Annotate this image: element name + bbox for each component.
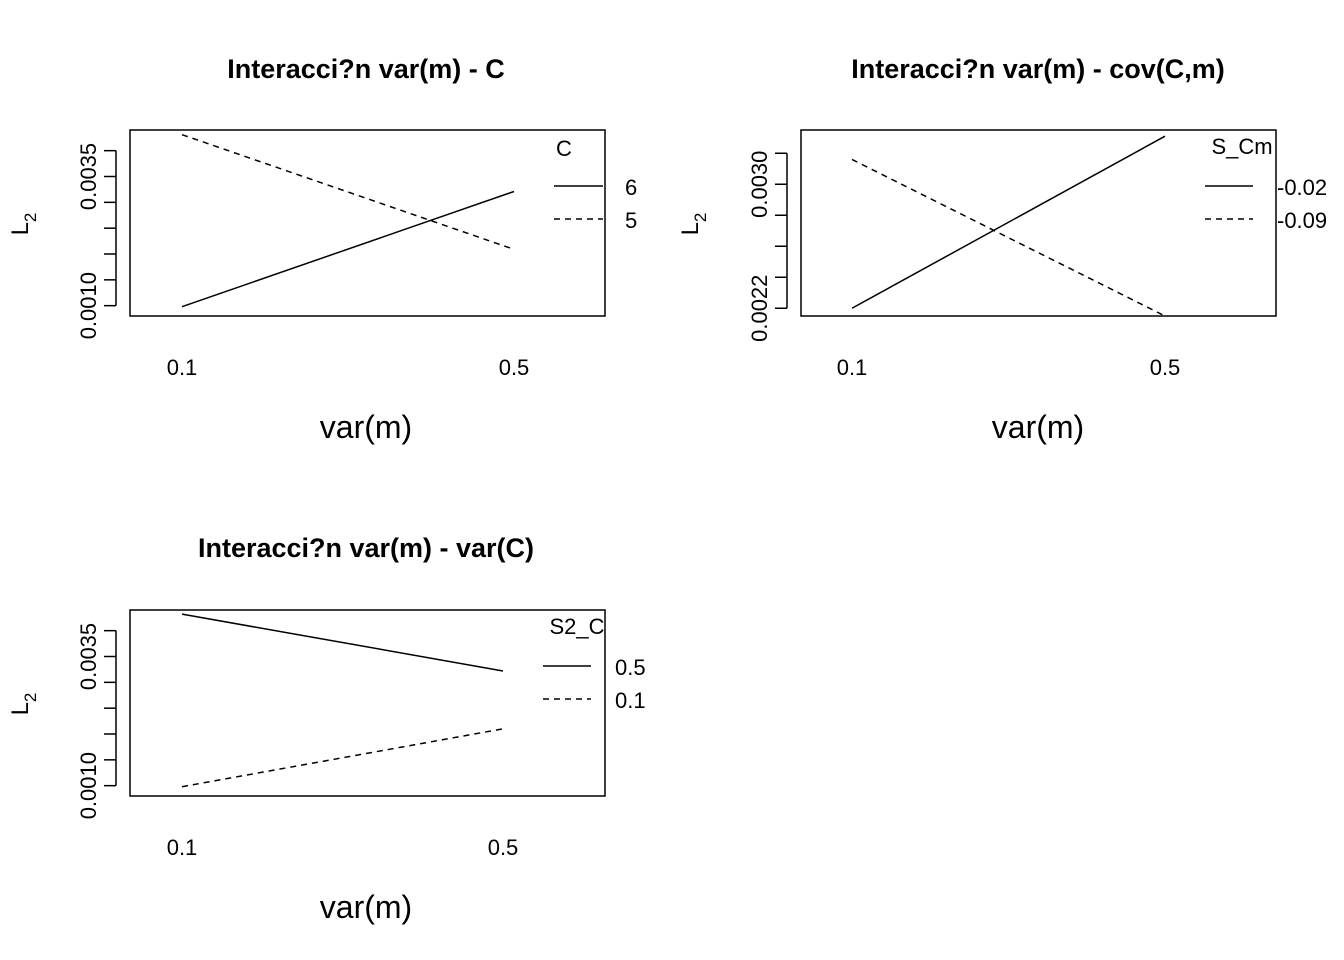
- x-tick-label: 0.1: [837, 355, 868, 380]
- legend-title: S_Cm: [1211, 134, 1272, 159]
- legend: S2_C 0.5 0.1: [543, 614, 646, 713]
- x-tick-label: 0.1: [167, 835, 198, 860]
- series-line-1: [181, 613, 504, 672]
- x-tick-label: 0.1: [167, 355, 198, 380]
- chart-panel-1: Interacci?n var(m) - C 0.0010 0.0035 0.1 0.5…: [7, 54, 637, 445]
- x-tick-label: 0.5: [1150, 355, 1181, 380]
- legend-entry-label: 5: [625, 208, 637, 233]
- legend: C 6 5: [554, 136, 637, 233]
- series-line-2: [181, 728, 504, 788]
- y-tick-label: 0.0035: [76, 143, 101, 210]
- y-tick-label: 0.0022: [747, 275, 772, 342]
- series-line-2: [851, 158, 1166, 317]
- chart-title: Interacci?n var(m) - var(C): [198, 533, 534, 563]
- chart-title: Interacci?n var(m) - cov(C,m): [851, 54, 1225, 84]
- y-tick-label: 0.0010: [76, 752, 101, 819]
- x-tick-label: 0.5: [488, 835, 519, 860]
- plot-frame: [129, 609, 606, 797]
- chart-panel-2: Interacci?n var(m) - cov(C,m) 0.0022 0.003…: [677, 54, 1327, 445]
- y-axis-label: L2: [677, 213, 710, 236]
- legend-title: C: [556, 136, 572, 161]
- y-axis-label: L2: [7, 693, 40, 716]
- x-axis-label: var(m): [320, 409, 412, 445]
- y-tick-label: 0.0010: [76, 272, 101, 339]
- plot-frame: [129, 129, 606, 317]
- plot-frame: [800, 129, 1277, 317]
- legend-entry-label: 0.5: [615, 655, 646, 680]
- x-axis-label: var(m): [320, 889, 412, 925]
- series-line-2: [181, 133, 515, 251]
- legend-title: S2_C: [549, 614, 604, 639]
- chart-panel-3: Interacci?n var(m) - var(C) 0.0010 0.0035 0…: [7, 533, 646, 925]
- x-tick-label: 0.5: [499, 355, 530, 380]
- series-line-1: [851, 135, 1166, 309]
- chart-title: Interacci?n var(m) - C: [227, 54, 505, 84]
- series-line-1: [181, 190, 515, 308]
- y-tick-label: 0.0030: [747, 151, 772, 218]
- legend-entry-label: 6: [625, 175, 637, 200]
- x-axis-label: var(m): [992, 409, 1084, 445]
- legend: S_Cm-0.02 -0.09: [1205, 134, 1327, 233]
- y-axis-label: L2: [7, 213, 40, 236]
- legend-entry-label: 0.1: [615, 688, 646, 713]
- legend-entry-label: -0.02: [1277, 175, 1327, 200]
- y-tick-label: 0.0035: [76, 623, 101, 690]
- legend-entry-label: -0.09: [1277, 208, 1327, 233]
